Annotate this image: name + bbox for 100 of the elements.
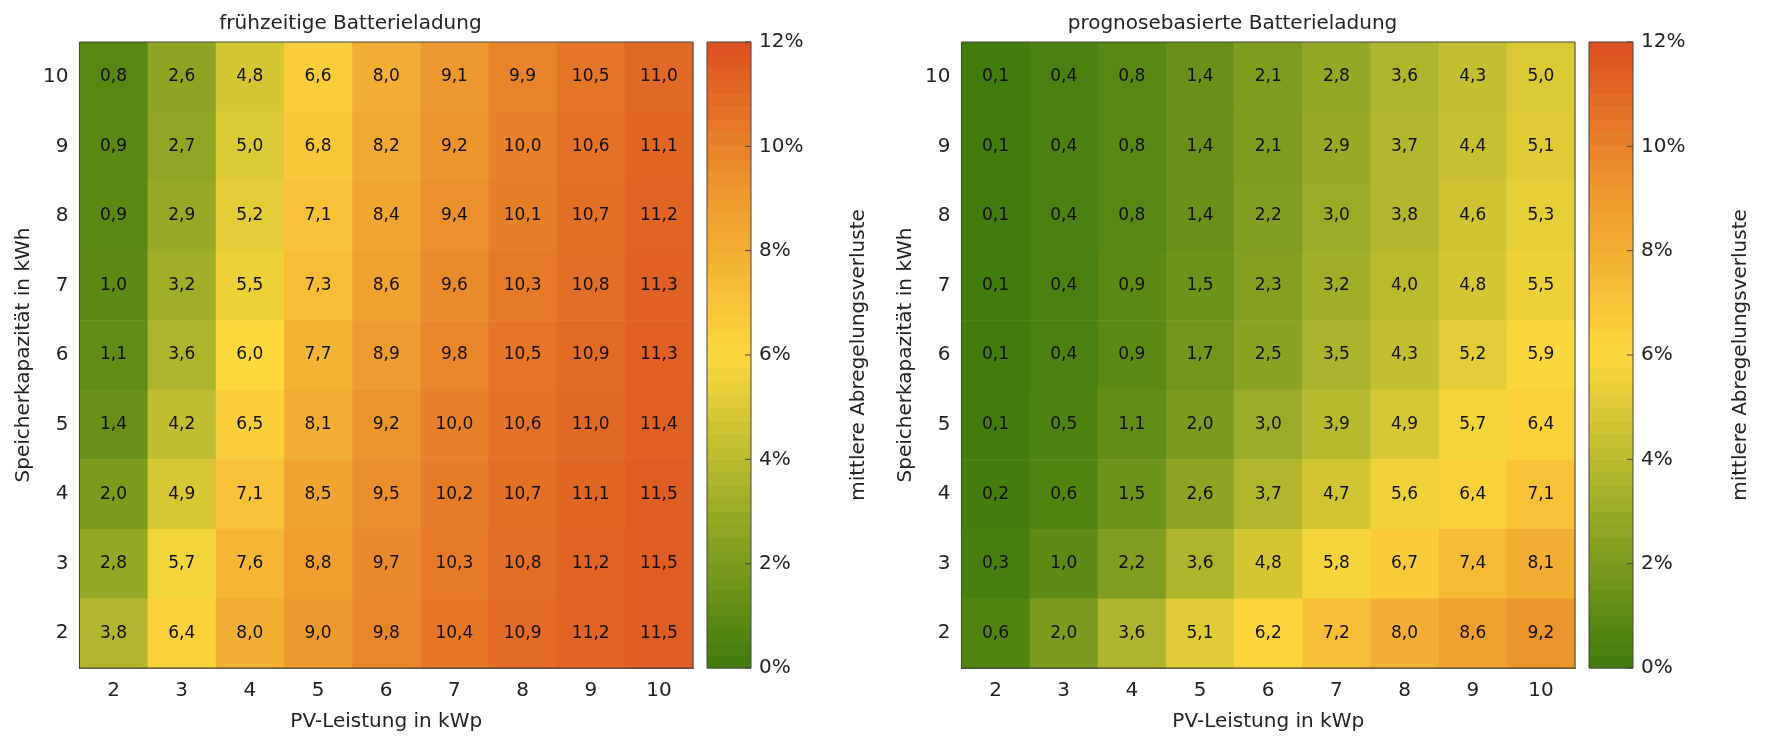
data-label: 5,7 — [168, 552, 196, 573]
data-label: 11,1 — [571, 482, 610, 503]
x-tick-label: 7 — [448, 677, 461, 702]
data-label: 4,8 — [1254, 552, 1282, 573]
data-label: 8,0 — [1391, 621, 1419, 642]
data-label: 5,1 — [1186, 621, 1214, 642]
color-bar-label: 2% — [1641, 549, 1673, 574]
data-label: 3,6 — [1186, 552, 1214, 573]
data-label: 10,6 — [503, 412, 542, 433]
data-label: 0,8 — [100, 65, 128, 86]
data-label: 0,1 — [982, 204, 1010, 225]
data-label: 1,5 — [1118, 482, 1146, 503]
y-tick-label: 3 — [55, 549, 69, 574]
data-label: 6,4 — [1527, 412, 1555, 433]
data-label: 0,4 — [1050, 204, 1078, 225]
data-label: 2,0 — [1186, 412, 1214, 433]
data-label: 6,8 — [304, 134, 332, 155]
data-label: 7,1 — [304, 204, 332, 225]
data-label: 3,2 — [1322, 273, 1350, 294]
y-tick-label: 8 — [55, 202, 69, 227]
y-tick-label: 3 — [937, 549, 951, 574]
data-label: 10,5 — [571, 65, 610, 86]
data-label: 4,9 — [168, 482, 196, 503]
color-bar-label: 6% — [1641, 341, 1673, 366]
data-label: 8,6 — [1459, 621, 1487, 642]
data-label: 9,2 — [440, 134, 468, 155]
data-label: 5,0 — [236, 134, 264, 155]
data-label: 10,7 — [503, 482, 542, 503]
y-tick-label: 9 — [55, 132, 69, 157]
data-label: 1,0 — [100, 273, 128, 294]
data-label: 9,1 — [440, 65, 468, 86]
data-label: 11,2 — [571, 552, 610, 573]
data-label: 1,4 — [1186, 134, 1214, 155]
data-label: 8,4 — [372, 204, 400, 225]
data-label: 2,9 — [1322, 134, 1350, 155]
x-tick-label: 6 — [1261, 677, 1275, 702]
data-label: 8,9 — [372, 343, 400, 364]
data-label: 1,4 — [1186, 65, 1214, 86]
data-label: 9,2 — [1527, 621, 1555, 642]
data-label: 11,5 — [639, 482, 678, 503]
y-tick-label: 10 — [43, 62, 69, 87]
x-tick-label: 4 — [243, 677, 257, 702]
data-label: 0,1 — [982, 273, 1010, 294]
data-label: 3,0 — [1322, 204, 1350, 225]
chart-title: prognosebasierte Batterieladung — [1067, 10, 1398, 35]
color-bar-title: mittlere Abregelungsverluste — [845, 209, 870, 501]
y-axis-title: Speicherkapazität in kWh — [10, 227, 35, 483]
data-label: 1,7 — [1186, 343, 1214, 364]
data-label: 0,3 — [982, 552, 1010, 573]
x-tick-label: 8 — [516, 677, 529, 702]
data-label: 2,2 — [1254, 204, 1282, 225]
data-label: 0,1 — [982, 343, 1010, 364]
data-label: 0,6 — [982, 621, 1010, 642]
data-label: 4,8 — [236, 65, 264, 86]
data-label: 1,4 — [1186, 204, 1214, 225]
data-label: 2,6 — [168, 65, 196, 86]
data-label: 2,7 — [168, 134, 196, 155]
y-axis-title: Speicherkapazität in kWh — [892, 227, 917, 483]
data-label: 8,0 — [236, 621, 264, 642]
data-label: 0,9 — [100, 204, 128, 225]
color-bar-label: 4% — [759, 445, 791, 470]
data-label: 8,1 — [304, 412, 332, 433]
x-tick-label: 8 — [1398, 677, 1411, 702]
x-tick-label: 3 — [175, 677, 189, 702]
data-label: 0,4 — [1050, 343, 1078, 364]
data-label: 3,8 — [1391, 204, 1419, 225]
data-label: 2,0 — [100, 482, 128, 503]
color-bar-label: 10% — [759, 132, 804, 157]
data-label: 7,3 — [304, 273, 332, 294]
data-label: 10,7 — [571, 204, 610, 225]
data-label: 4,3 — [1459, 65, 1487, 86]
y-tick-label: 7 — [937, 271, 951, 296]
data-label: 0,1 — [982, 412, 1010, 433]
x-tick-label: 5 — [1193, 677, 1207, 702]
data-label: 2,0 — [1050, 621, 1078, 642]
data-label: 11,0 — [571, 412, 610, 433]
data-label: 9,4 — [440, 204, 468, 225]
data-label: 3,6 — [1118, 621, 1146, 642]
data-label: 8,8 — [304, 552, 332, 573]
x-tick-label: 10 — [1528, 677, 1554, 702]
data-label: 0,1 — [982, 134, 1010, 155]
data-label: 3,5 — [1322, 343, 1350, 364]
data-label: 10,2 — [435, 482, 474, 503]
data-label: 6,2 — [1254, 621, 1282, 642]
data-label: 6,5 — [236, 412, 264, 433]
data-label: 10,9 — [503, 621, 542, 642]
data-label: 6,4 — [168, 621, 196, 642]
data-label: 3,0 — [1254, 412, 1282, 433]
data-label: 2,5 — [1254, 343, 1282, 364]
data-label: 5,9 — [1527, 343, 1555, 364]
y-tick-label: 8 — [937, 202, 951, 227]
x-tick-label: 5 — [311, 677, 325, 702]
data-label: 5,8 — [1322, 552, 1350, 573]
x-tick-label: 4 — [1125, 677, 1139, 702]
data-label: 0,6 — [1050, 482, 1078, 503]
data-label: 3,6 — [168, 343, 196, 364]
data-label: 3,7 — [1254, 482, 1282, 503]
y-tick-label: 10 — [925, 62, 951, 87]
data-label: 9,8 — [440, 343, 468, 364]
data-label: 2,1 — [1254, 134, 1282, 155]
